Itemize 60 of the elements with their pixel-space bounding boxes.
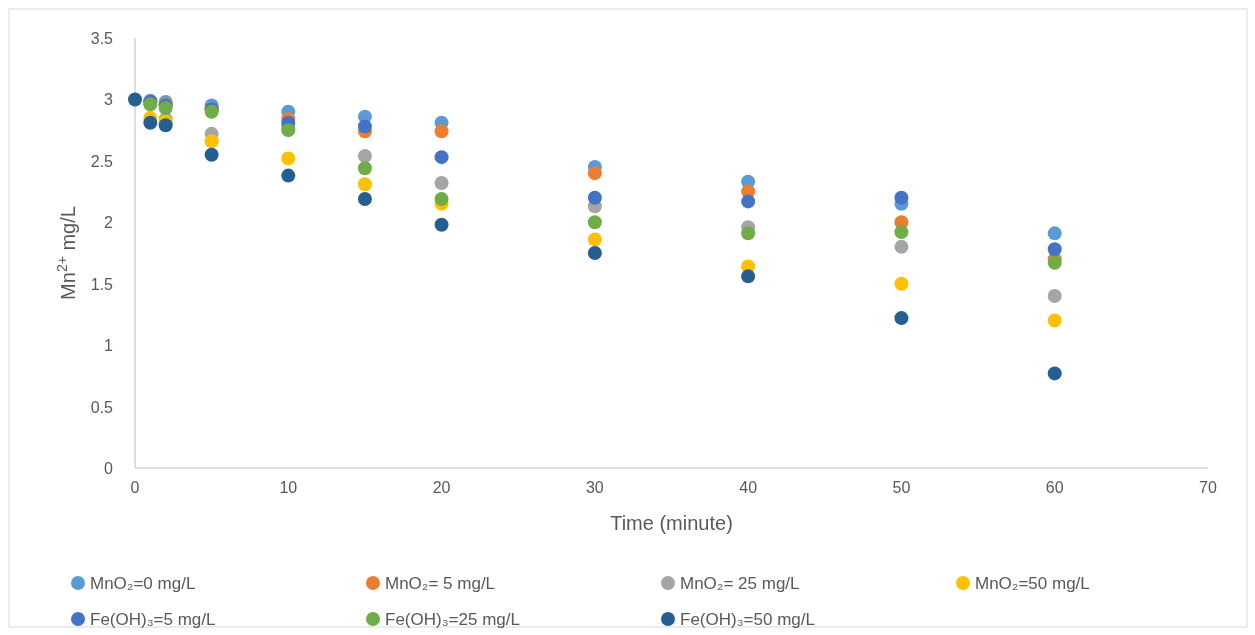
point [894,239,909,254]
x-tick-label: 30 [585,479,604,496]
point [741,269,756,284]
point [434,217,449,232]
point [143,115,158,130]
point [1047,289,1062,303]
point [587,232,602,247]
point [894,190,909,205]
point [1047,366,1062,381]
legend-label: Fe(OH)₃=25 mg/L [385,610,520,629]
point [1047,226,1062,241]
point [158,118,173,133]
y-tick-label: 0.5 [90,398,114,416]
point [741,226,756,241]
x-axis-title: Time (minute) [610,512,733,534]
legend-label: Fe(OH)₃=5 mg/L [90,610,216,629]
legend-label: MnO₂=0 mg/L [90,574,196,593]
point [1047,313,1062,328]
legend-label: MnO₂= 25 mg/L [680,574,800,593]
x-tick-label: 40 [739,479,758,496]
point [894,311,909,326]
y-tick-label: 3.5 [90,30,114,47]
legend-label: MnO₂= 5 mg/L [385,574,496,593]
x-tick-label: 20 [432,479,451,496]
point [434,124,449,139]
point [281,168,296,183]
x-tick-label: 70 [1199,479,1217,496]
point [894,276,909,291]
point [204,134,219,149]
y-tick-label: 3 [104,91,114,109]
point [357,161,372,176]
y-tick-label: 0 [104,460,114,477]
legend-label: Fe(OH)₃=50 mg/L [680,610,815,629]
point [587,190,602,205]
point [587,166,602,181]
y-tick-label: 1 [104,337,114,355]
point [281,151,296,166]
point [1047,242,1062,257]
x-tick-label: 10 [279,479,298,496]
point [204,147,219,162]
point [434,150,449,165]
point [357,191,372,206]
point [357,177,372,192]
x-tick-label: 60 [1045,479,1064,496]
point [357,148,372,163]
point [281,123,296,138]
point [587,246,602,260]
point [894,225,909,240]
point [434,191,449,206]
y-tick-label: 2 [104,214,114,232]
x-tick-label: 50 [892,479,911,496]
legend-label: MnO₂=50 mg/L [975,574,1090,593]
x-tick-label: 0 [130,479,140,496]
y-tick-label: 1.5 [90,275,114,293]
point [434,175,449,190]
point [128,92,142,107]
y-tick-label: 2.5 [90,152,114,170]
point [357,119,372,134]
point [587,215,602,230]
point [741,194,756,209]
